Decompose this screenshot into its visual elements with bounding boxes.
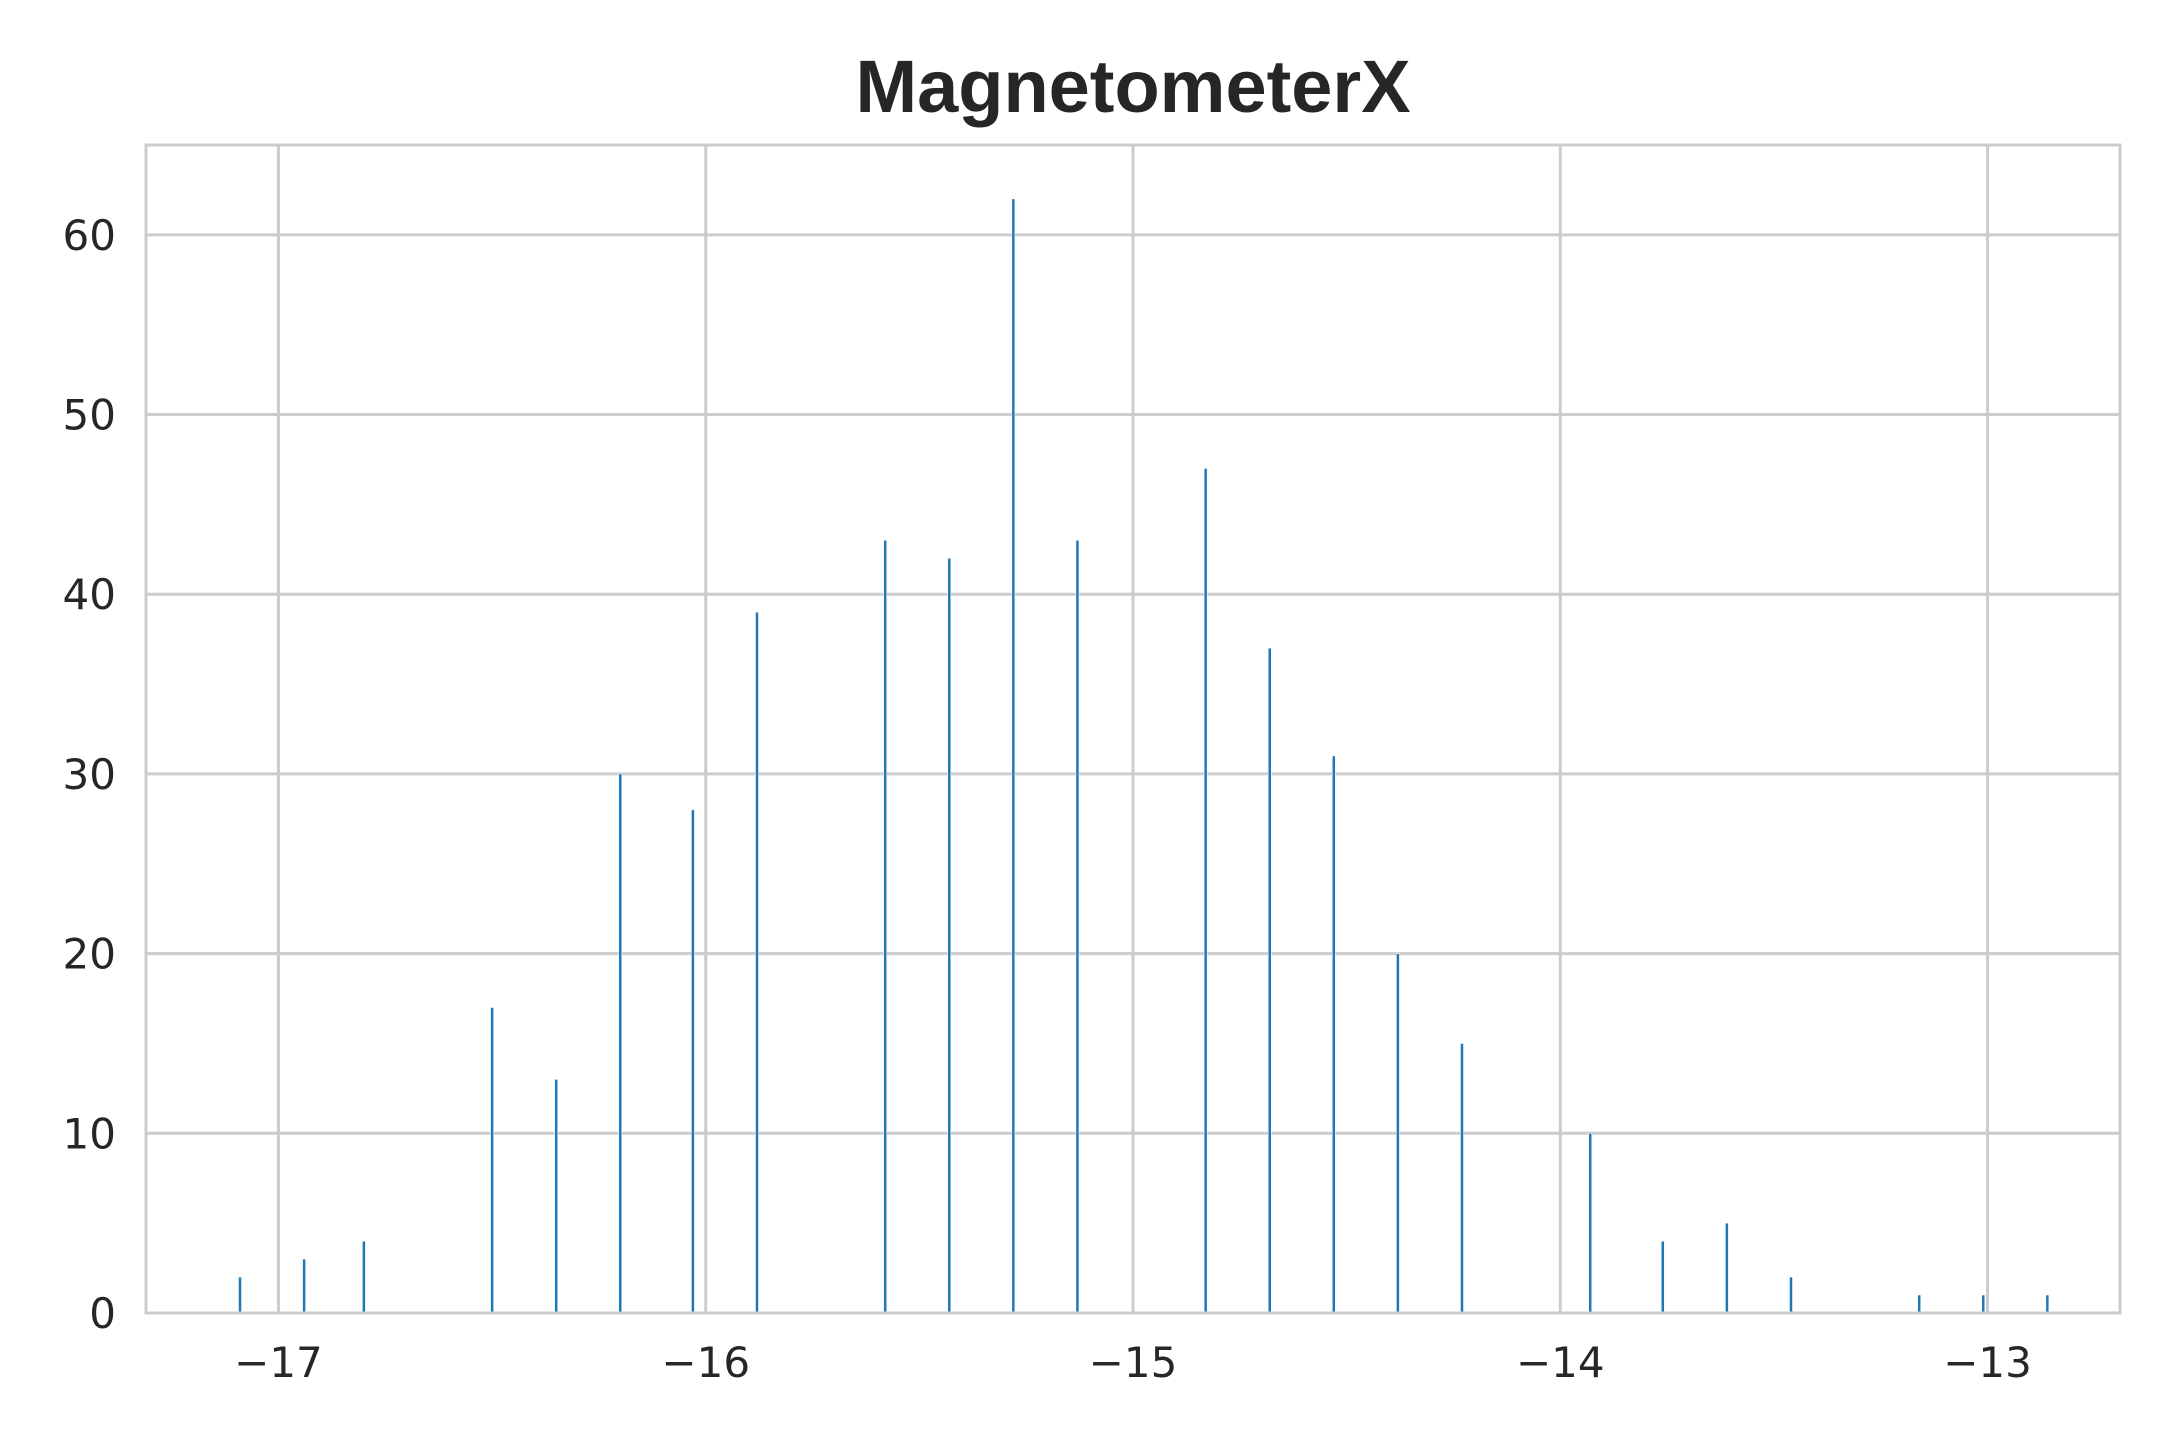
histogram-bar — [1332, 755, 1336, 1314]
histogram-bar — [691, 809, 695, 1314]
histogram-bar — [1725, 1222, 1729, 1314]
y-tick-label: 50 — [63, 391, 116, 440]
histogram-bar — [362, 1240, 366, 1314]
y-tick-label: 20 — [63, 930, 116, 979]
histogram-bar — [302, 1258, 306, 1314]
histogram-bar — [2045, 1294, 2050, 1314]
histogram-bar — [1203, 468, 1208, 1314]
x-tick-label: −14 — [1516, 1338, 1605, 1387]
chart-title: MagnetometerX — [855, 45, 1410, 128]
y-tick-label: 10 — [63, 1109, 116, 1158]
histogram-bar — [1588, 1133, 1592, 1314]
histogram-bar — [1981, 1294, 1986, 1314]
y-tick-label: 0 — [89, 1289, 116, 1338]
histogram-bar — [238, 1276, 242, 1314]
histogram-bar — [1396, 953, 1400, 1314]
histogram-bar — [1075, 540, 1080, 1314]
histogram-bar — [1267, 647, 1272, 1314]
bars — [238, 198, 2050, 1314]
histogram-bar — [618, 773, 623, 1314]
y-tick-label: 30 — [63, 750, 116, 799]
x-tick-label: −15 — [1089, 1338, 1178, 1387]
histogram-bar — [1460, 1043, 1464, 1314]
y-axis-ticks: 0 10 20 30 40 50 60 — [63, 211, 116, 1338]
histogram-bar — [1661, 1240, 1665, 1314]
histogram-bar — [1917, 1294, 1921, 1314]
x-tick-label: −13 — [1943, 1338, 2032, 1387]
x-tick-label: −17 — [234, 1338, 323, 1387]
y-tick-label: 60 — [63, 211, 116, 260]
x-tick-label: −16 — [661, 1338, 750, 1387]
x-axis-ticks: −17 −16 −15 −14 −13 — [234, 1338, 2032, 1387]
grid-lines — [146, 145, 2120, 1315]
histogram-bar — [1789, 1276, 1793, 1314]
histogram-bar — [1011, 198, 1016, 1314]
histogram-bar — [947, 558, 952, 1314]
histogram-bar — [554, 1079, 558, 1314]
y-tick-label: 40 — [63, 570, 116, 619]
histogram-bar — [490, 1007, 494, 1314]
histogram-bar — [755, 611, 759, 1314]
histogram-bar — [883, 540, 887, 1314]
plot-frame — [144, 143, 2122, 1315]
